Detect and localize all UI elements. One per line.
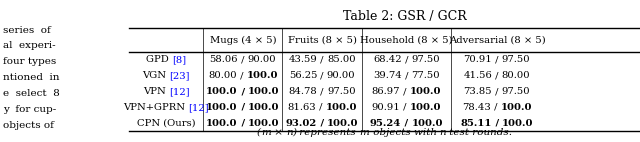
- Text: Table 2: GSR / GCR: Table 2: GSR / GCR: [343, 10, 467, 23]
- Text: /: /: [317, 55, 327, 64]
- Text: 84.78: 84.78: [289, 87, 317, 96]
- Text: 90.91: 90.91: [371, 103, 400, 112]
- Text: 43.59: 43.59: [289, 55, 317, 64]
- Text: 90.00: 90.00: [248, 55, 276, 64]
- Text: objects with: objects with: [369, 128, 440, 137]
- Text: /: /: [317, 71, 327, 80]
- Text: 100.0: 100.0: [248, 87, 280, 96]
- Text: 81.63: 81.63: [287, 103, 316, 112]
- Text: 73.85: 73.85: [463, 87, 492, 96]
- Text: /: /: [400, 87, 410, 96]
- Text: 70.91: 70.91: [463, 55, 492, 64]
- Text: 90.00: 90.00: [327, 71, 355, 80]
- Text: 100.0: 100.0: [502, 119, 534, 128]
- Text: /: /: [238, 55, 248, 64]
- Text: 85.11: 85.11: [460, 119, 492, 128]
- Text: [12]: [12]: [189, 103, 209, 112]
- Text: 97.50: 97.50: [411, 55, 440, 64]
- Text: /: /: [237, 71, 246, 80]
- Text: /: /: [317, 87, 327, 96]
- Text: 78.43: 78.43: [462, 103, 491, 112]
- Text: four types: four types: [3, 57, 56, 66]
- Text: 100.0: 100.0: [248, 103, 280, 112]
- Text: Fruits (8 × 5): Fruits (8 × 5): [287, 36, 356, 45]
- Text: 97.50: 97.50: [502, 55, 531, 64]
- Text: n: n: [286, 128, 292, 137]
- Text: (: (: [257, 128, 261, 137]
- Text: /: /: [237, 119, 248, 128]
- Text: 77.50: 77.50: [412, 71, 440, 80]
- Text: n: n: [440, 128, 446, 137]
- Text: test rounds.: test rounds.: [446, 128, 513, 137]
- Text: series  of: series of: [3, 26, 51, 35]
- Text: 80.00: 80.00: [502, 71, 531, 80]
- Text: /: /: [317, 119, 327, 128]
- Text: 80.00: 80.00: [208, 71, 237, 80]
- Text: GPD: GPD: [147, 55, 172, 64]
- Text: [23]: [23]: [170, 71, 190, 80]
- Text: CPN (Ours): CPN (Ours): [137, 119, 196, 128]
- Text: 100.0: 100.0: [246, 71, 278, 80]
- Text: /: /: [237, 103, 248, 112]
- Text: VPN: VPN: [143, 87, 169, 96]
- Text: 100.0: 100.0: [206, 87, 237, 96]
- Text: /: /: [401, 119, 412, 128]
- Text: 58.06: 58.06: [209, 55, 238, 64]
- Text: /: /: [492, 119, 502, 128]
- Text: ntioned  in: ntioned in: [3, 73, 60, 82]
- Text: Mugs (4 × 5): Mugs (4 × 5): [210, 36, 276, 45]
- Text: 100.0: 100.0: [410, 103, 442, 112]
- Text: 100.0: 100.0: [500, 103, 532, 112]
- Text: /: /: [401, 55, 411, 64]
- Text: 100.0: 100.0: [412, 119, 443, 128]
- Text: 100.0: 100.0: [248, 119, 280, 128]
- Text: VGN: VGN: [143, 71, 170, 80]
- Text: 93.02: 93.02: [285, 119, 317, 128]
- Text: /: /: [401, 71, 412, 80]
- Text: 97.50: 97.50: [502, 87, 531, 96]
- Text: /: /: [237, 87, 248, 96]
- Text: al  experi-: al experi-: [3, 41, 56, 50]
- Text: ×: ×: [271, 128, 286, 137]
- Text: 95.24: 95.24: [370, 119, 401, 128]
- Text: Household (8 × 5): Household (8 × 5): [360, 36, 452, 45]
- Text: 68.42: 68.42: [373, 55, 401, 64]
- Text: VPN+GPRN: VPN+GPRN: [124, 103, 189, 112]
- Text: /: /: [492, 71, 502, 80]
- Text: 41.56: 41.56: [463, 71, 492, 80]
- Text: 100.0: 100.0: [326, 103, 357, 112]
- Text: 100.0: 100.0: [206, 103, 237, 112]
- Text: 97.50: 97.50: [327, 87, 356, 96]
- Text: objects of: objects of: [3, 121, 54, 130]
- Text: m: m: [360, 128, 369, 137]
- Text: e  select  8: e select 8: [3, 89, 60, 98]
- Text: m: m: [261, 128, 271, 137]
- Text: 100.0: 100.0: [206, 119, 237, 128]
- Text: 56.25: 56.25: [289, 71, 317, 80]
- Text: 100.0: 100.0: [327, 119, 359, 128]
- Text: [8]: [8]: [172, 55, 186, 64]
- Text: 39.74: 39.74: [373, 71, 401, 80]
- Text: 86.97: 86.97: [372, 87, 400, 96]
- Text: Adversarial (8 × 5): Adversarial (8 × 5): [449, 36, 545, 45]
- Text: ) represents: ) represents: [292, 128, 360, 137]
- Text: 85.00: 85.00: [327, 55, 356, 64]
- Text: [12]: [12]: [169, 87, 189, 96]
- Text: /: /: [491, 103, 500, 112]
- Text: /: /: [492, 55, 502, 64]
- Text: /: /: [400, 103, 410, 112]
- Text: /: /: [316, 103, 326, 112]
- Text: y  for cup-: y for cup-: [3, 105, 56, 114]
- Text: /: /: [492, 87, 502, 96]
- Text: 100.0: 100.0: [410, 87, 441, 96]
